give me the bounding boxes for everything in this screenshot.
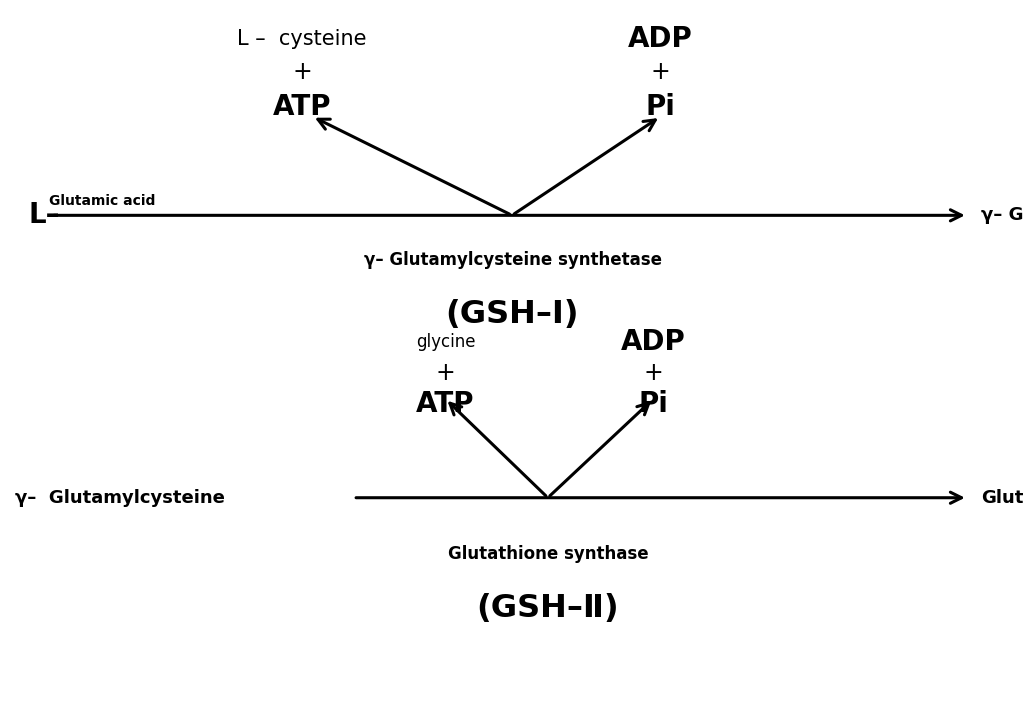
Text: glycine: glycine: [416, 333, 475, 352]
Text: γ–  Glutamylcysteine: γ– Glutamylcysteine: [15, 489, 225, 507]
Text: Glutamic acid: Glutamic acid: [49, 193, 156, 208]
Text: +: +: [435, 361, 456, 385]
Text: ADP: ADP: [621, 328, 686, 357]
Text: (GSH–Ⅰ): (GSH–Ⅰ): [445, 299, 579, 330]
Text: L –  cysteine: L – cysteine: [238, 29, 367, 49]
Text: ATP: ATP: [416, 390, 475, 418]
Text: L–: L–: [29, 201, 60, 229]
Text: ATP: ATP: [272, 93, 332, 121]
Text: γ– Glutamylcysteine: γ– Glutamylcysteine: [981, 206, 1024, 225]
Text: Glutathione synthase: Glutathione synthase: [447, 545, 648, 563]
Text: +: +: [643, 361, 664, 385]
Text: +: +: [650, 60, 671, 84]
Text: +: +: [292, 60, 312, 84]
Text: γ– Glutamylcysteine synthetase: γ– Glutamylcysteine synthetase: [364, 251, 662, 269]
Text: ADP: ADP: [628, 25, 693, 53]
Text: (GSH–Ⅱ): (GSH–Ⅱ): [476, 593, 620, 624]
Text: Pi: Pi: [645, 93, 676, 121]
Text: Pi: Pi: [638, 390, 669, 418]
Text: Glutathione: Glutathione: [981, 489, 1024, 507]
